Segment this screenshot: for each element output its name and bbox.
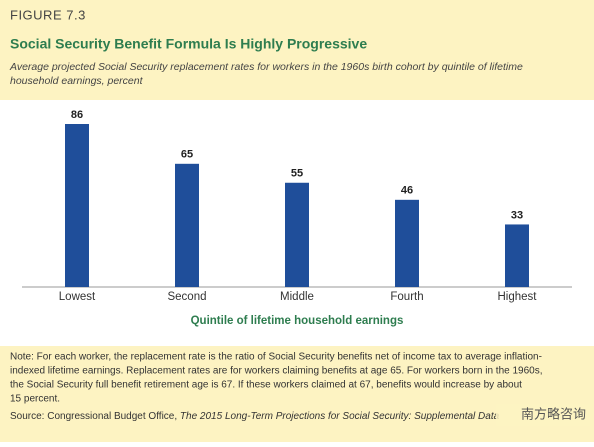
value-label: 86 <box>71 109 83 121</box>
x-tick-label: Second <box>167 291 206 303</box>
subtitle: Average projected Social Security replac… <box>9 61 523 73</box>
value-label: 33 <box>511 209 523 221</box>
watermark: 南方略咨询 <box>521 406 586 421</box>
value-label: 46 <box>401 185 413 197</box>
source: Source: Congressional Budget Office, The… <box>10 411 500 422</box>
source-prefix: Source: Congressional Budget Office, <box>10 411 180 422</box>
figure-label: FIGURE 7.3 <box>10 7 86 22</box>
note-line: indexed lifetime earnings. Replacement r… <box>10 366 543 377</box>
subtitle: household earnings, percent <box>10 75 144 87</box>
x-tick-label: Highest <box>498 291 538 303</box>
x-axis-title: Quintile of lifetime household earnings <box>191 315 404 327</box>
value-label: 55 <box>291 168 303 180</box>
x-tick-label: Lowest <box>59 291 96 303</box>
bar <box>175 163 199 287</box>
note-line: the Social Security full benefit retirem… <box>10 380 522 391</box>
bar <box>65 124 89 287</box>
source-title: The 2015 Long-Term Projections for Socia… <box>180 411 500 422</box>
note-panel <box>0 346 594 442</box>
x-tick-label: Middle <box>280 291 314 303</box>
note-line: Note: For each worker, the replacement r… <box>10 352 542 363</box>
chart-title: Social Security Benefit Formula Is Highl… <box>10 36 367 52</box>
x-tick-label: Fourth <box>390 291 423 303</box>
bar <box>285 182 309 287</box>
note-line: 15 percent. <box>10 394 60 405</box>
header-panel <box>0 0 594 100</box>
value-label: 65 <box>181 149 193 161</box>
watermark-bg <box>496 404 590 426</box>
bar <box>395 199 419 287</box>
bar <box>505 224 529 287</box>
